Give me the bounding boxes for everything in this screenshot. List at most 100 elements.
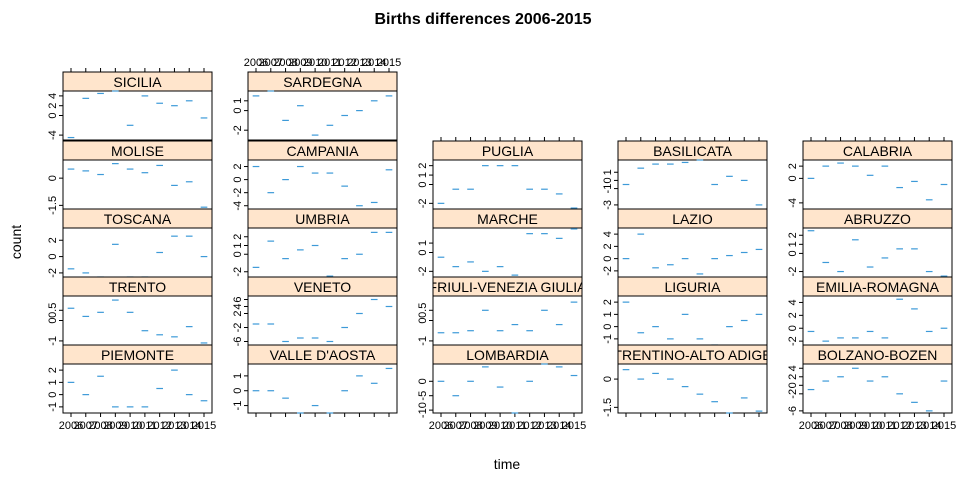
- y-tick-label-liguria: -1: [602, 334, 614, 344]
- y-tick-label-abruzzo: 2: [787, 232, 799, 238]
- y-tick-label-lombardia: -10: [417, 402, 429, 418]
- y-tick-label-basilicata: -3: [602, 200, 614, 210]
- y-tick-label-lazio: -2: [602, 266, 614, 276]
- strip-label-basilicata: BASILICATA: [653, 143, 733, 159]
- strip-label-campania: CAMPANIA: [286, 143, 359, 159]
- strip-label-valle-d-aosta: VALLE D'AOSTA: [270, 347, 376, 363]
- y-tick-label-toscana: -2: [47, 268, 59, 278]
- strip-label-friuli-venezia-giulia: FRIULI-VENEZIA GIULIA: [429, 279, 588, 295]
- y-tick-label-umbria: -2: [232, 267, 244, 277]
- y-tick-label-lazio: 0: [602, 256, 614, 262]
- y-tick-label-veneto: -2: [232, 323, 244, 333]
- y-tick-label-abruzzo: -2: [787, 267, 799, 277]
- y-tick-label-emilia-romagna: 0: [787, 325, 799, 331]
- y-tick-label-puglia: 2: [417, 163, 429, 169]
- strip-label-abruzzo: ABRUZZO: [844, 211, 911, 227]
- y-tick-label-abruzzo: 0: [787, 250, 799, 256]
- strip-label-piemonte: PIEMONTE: [101, 347, 174, 363]
- y-tick-label-piemonte: 1: [47, 379, 59, 385]
- y-tick-label-piemonte: -1: [47, 402, 59, 412]
- y-tick-label-marche: 0: [417, 249, 429, 255]
- strip-label-sardegna: SARDEGNA: [283, 74, 362, 90]
- y-tick-label-lazio: 4: [602, 231, 614, 237]
- y-tick-label-veneto: -6: [232, 337, 244, 347]
- y-tick-label-sicilia: 0: [47, 112, 59, 118]
- y-tick-label-piemonte: 0: [47, 392, 59, 398]
- x-tick-label-piemonte: 2015: [192, 420, 216, 432]
- y-tick-label-toscana: 2: [47, 237, 59, 243]
- y-tick-label-friuli-venezia-giulia: -1: [417, 336, 429, 346]
- strip-label-umbria: UMBRIA: [295, 211, 350, 227]
- y-tick-label-puglia: 0: [417, 181, 429, 187]
- x-tick-label-bolzano-bozen: 2015: [932, 420, 956, 432]
- y-tick-label-bolzano-bozen: 4: [787, 365, 799, 371]
- y-tick-label-campania: 0: [232, 177, 244, 183]
- y-tick-label-marche: 1: [417, 240, 429, 246]
- y-tick-label-trento: 0.5: [47, 303, 59, 318]
- y-tick-label-campania: -2: [232, 188, 244, 198]
- y-tick-label-liguria: 2: [602, 299, 614, 305]
- y-tick-label-emilia-romagna: -2: [787, 336, 799, 346]
- y-tick-label-trentino-alto-adige: -1.5: [602, 398, 614, 417]
- y-tick-label-basilicata: 0: [602, 177, 614, 183]
- strip-label-toscana: TOSCANA: [104, 211, 172, 227]
- y-tick-label-sardegna: -2: [232, 125, 244, 135]
- y-tick-label-marche: -2: [417, 266, 429, 276]
- y-tick-label-lombardia: -5: [417, 391, 429, 401]
- x-tick-label-lombardia: 2015: [562, 420, 586, 432]
- y-tick-label-valle-d-aosta: 1: [232, 373, 244, 379]
- y-tick-label-umbria: 2: [232, 234, 244, 240]
- strip-label-sicilia: SICILIA: [113, 74, 162, 90]
- y-tick-label-sicilia: -4: [47, 130, 59, 140]
- strip-label-bolzano-bozen: BOLZANO-BOZEN: [818, 347, 938, 363]
- strip-label-lombardia: LOMBARDIA: [466, 347, 549, 363]
- y-tick-label-valle-d-aosta: -1: [232, 401, 244, 411]
- y-tick-label-puglia: -2: [417, 198, 429, 208]
- y-tick-label-trentino-alto-adige: 0: [602, 376, 614, 382]
- y-tick-label-liguria: 0: [602, 324, 614, 330]
- y-tick-label-valle-d-aosta: 0: [232, 388, 244, 394]
- y-axis-label: count: [8, 225, 24, 259]
- x-tick-label-sardegna: 2015: [377, 57, 401, 69]
- y-tick-label-umbria: 1: [232, 242, 244, 248]
- strip-label-emilia-romagna: EMILIA-ROMAGNA: [816, 279, 940, 295]
- y-tick-label-bolzano-bozen: -2: [787, 389, 799, 399]
- y-tick-label-piemonte: 2: [47, 367, 59, 373]
- y-tick-label-bolzano-bozen: 2: [787, 374, 799, 380]
- y-tick-label-veneto: 2: [232, 310, 244, 316]
- y-tick-label-campania: -4: [232, 201, 244, 211]
- x-axis-label: time: [494, 456, 521, 472]
- y-tick-label-calabria: 2: [787, 163, 799, 169]
- y-tick-label-abruzzo: 1: [787, 241, 799, 247]
- strip-label-veneto: VENETO: [294, 279, 351, 295]
- y-tick-label-basilicata: 1: [602, 169, 614, 175]
- y-tick-label-calabria: -4: [787, 198, 799, 208]
- y-tick-label-basilicata: -1: [602, 184, 614, 194]
- y-tick-label-puglia: 1: [417, 172, 429, 178]
- strip-label-trentino-alto-adige: TRENTINO-ALTO ADIGE: [613, 347, 771, 363]
- y-tick-label-bolzano-bozen: 0: [787, 382, 799, 388]
- y-tick-label-sardegna: 0: [232, 108, 244, 114]
- y-tick-label-sardegna: 1: [232, 98, 244, 104]
- strip-label-molise: MOLISE: [111, 143, 164, 159]
- y-tick-label-veneto: 6: [232, 296, 244, 302]
- y-tick-label-umbria: 0: [232, 251, 244, 257]
- y-tick-label-sicilia: 4: [47, 93, 59, 99]
- strip-label-trento: TRENTO: [109, 279, 166, 295]
- y-tick-label-emilia-romagna: 4: [787, 299, 799, 305]
- strip-label-marche: MARCHE: [477, 211, 538, 227]
- y-tick-label-liguria: 1: [602, 311, 614, 317]
- y-tick-label-veneto: 4: [232, 303, 244, 309]
- y-tick-label-sicilia: 2: [47, 103, 59, 109]
- y-tick-label-bolzano-bozen: -6: [787, 406, 799, 416]
- strip-label-lazio: LAZIO: [672, 211, 713, 227]
- strip-label-liguria: LIGURIA: [664, 279, 721, 295]
- y-tick-label-molise: -1.5: [47, 196, 59, 215]
- y-tick-label-calabria: 0: [787, 175, 799, 181]
- y-tick-label-lazio: 2: [602, 243, 614, 249]
- chart-title: Births differences 2006-2015: [375, 11, 592, 28]
- y-tick-label-emilia-romagna: 2: [787, 312, 799, 318]
- strip-label-calabria: CALABRIA: [843, 143, 913, 159]
